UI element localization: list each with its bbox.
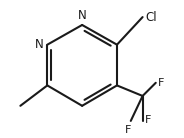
Text: Cl: Cl: [145, 11, 157, 24]
Text: F: F: [125, 125, 131, 135]
Text: F: F: [158, 78, 165, 88]
Text: N: N: [35, 38, 44, 51]
Text: F: F: [145, 115, 152, 125]
Text: N: N: [78, 9, 86, 22]
